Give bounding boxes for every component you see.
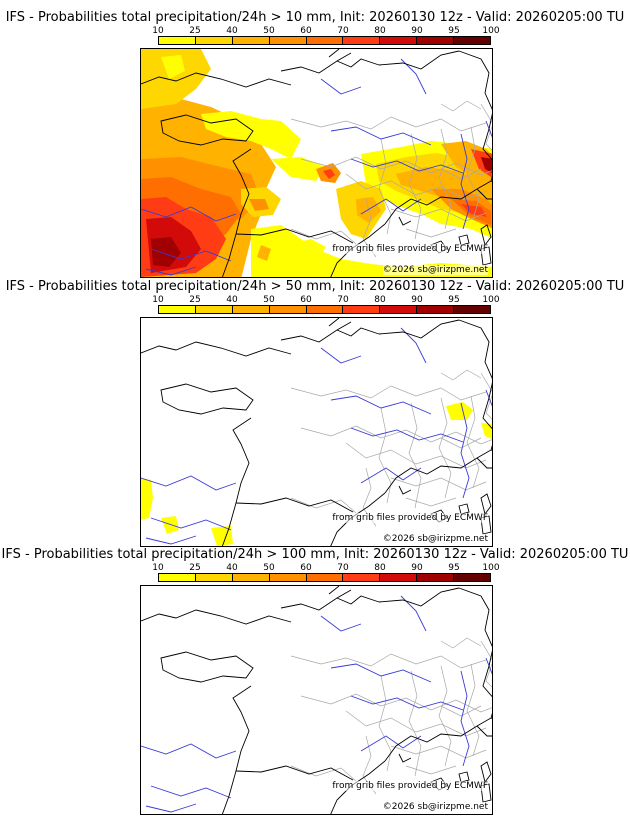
scale-swatch <box>417 574 455 581</box>
precip-probability-field <box>141 49 492 277</box>
scale-swatch <box>343 306 381 313</box>
scale-swatch <box>343 37 381 44</box>
scale-swatch <box>159 574 196 581</box>
scale-swatch <box>380 574 418 581</box>
scale-swatch <box>159 306 196 313</box>
scale-swatch <box>306 37 344 44</box>
scale-label: 95 <box>448 295 460 305</box>
scale-label: 70 <box>337 295 349 305</box>
scale-swatch <box>343 574 381 581</box>
scale-label: 40 <box>226 26 238 36</box>
color-scale-bar <box>158 36 491 45</box>
scale-label: 95 <box>448 26 460 36</box>
scale-swatch <box>269 306 307 313</box>
scale-label: 90 <box>411 563 423 573</box>
color-scale-bar <box>158 305 491 314</box>
scale-label: 60 <box>300 26 312 36</box>
scale-swatch <box>380 306 418 313</box>
scale-label: 95 <box>448 563 460 573</box>
scale-label: 70 <box>337 26 349 36</box>
scale-label: 70 <box>337 563 349 573</box>
copyright-credit: ©2026 sb@irizpme.net <box>382 534 488 544</box>
panel-title: IFS - Probabilities total precipitation/… <box>5 10 625 25</box>
scale-swatch <box>380 37 418 44</box>
scale-label: 25 <box>189 563 201 573</box>
scale-label: 100 <box>482 295 500 305</box>
scale-label: 60 <box>300 563 312 573</box>
scale-label: 80 <box>374 295 386 305</box>
scale-label: 10 <box>152 26 164 36</box>
probability-map: from grib files provided by ECMWF ©2026 … <box>140 585 493 815</box>
scale-swatch <box>306 306 344 313</box>
scale-labels: 10 25 40 50 60 70 80 90 95 100 <box>150 295 500 305</box>
scale-label: 90 <box>411 26 423 36</box>
source-credit: from grib files provided by ECMWF <box>332 244 488 254</box>
scale-swatch <box>232 306 270 313</box>
map-graphic <box>141 318 492 546</box>
color-scale-bar <box>158 573 491 582</box>
scale-label: 40 <box>226 563 238 573</box>
scale-label: 100 <box>482 563 500 573</box>
scale-labels: 10 25 40 50 60 70 80 90 95 100 <box>150 563 500 573</box>
scale-label: 10 <box>152 295 164 305</box>
scale-swatch <box>159 37 196 44</box>
scale-swatch <box>195 37 233 44</box>
scale-labels: 10 25 40 50 60 70 80 90 95 100 <box>150 26 500 36</box>
map-graphic <box>141 49 492 277</box>
scale-label: 50 <box>263 295 275 305</box>
scale-label: 60 <box>300 295 312 305</box>
panel-100mm: IFS - Probabilities total precipitation/… <box>0 547 630 817</box>
scale-swatch <box>195 306 233 313</box>
scale-swatch <box>306 574 344 581</box>
scale-swatch <box>232 37 270 44</box>
source-credit: from grib files provided by ECMWF <box>332 513 488 523</box>
probability-map: from grib files provided by ECMWF ©2026 … <box>140 317 493 547</box>
scale-swatch <box>195 574 233 581</box>
scale-label: 50 <box>263 26 275 36</box>
copyright-credit: ©2026 sb@irizpme.net <box>382 265 488 275</box>
scale-swatch <box>454 37 491 44</box>
scale-swatch <box>417 37 455 44</box>
scale-label: 80 <box>374 26 386 36</box>
panel-title: IFS - Probabilities total precipitation/… <box>5 279 625 294</box>
precip-probability-field <box>141 402 492 546</box>
scale-swatch <box>417 306 455 313</box>
copyright-credit: ©2026 sb@irizpme.net <box>382 802 488 812</box>
panel-50mm: IFS - Probabilities total precipitation/… <box>0 279 630 549</box>
scale-swatch <box>454 306 491 313</box>
scale-label: 25 <box>189 26 201 36</box>
scale-swatch <box>454 574 491 581</box>
scale-swatch <box>269 37 307 44</box>
scale-label: 25 <box>189 295 201 305</box>
scale-label: 90 <box>411 295 423 305</box>
panel-title: IFS - Probabilities total precipitation/… <box>1 547 629 562</box>
scale-label: 100 <box>482 26 500 36</box>
probability-map: from grib files provided by ECMWF ©2026 … <box>140 48 493 278</box>
source-credit: from grib files provided by ECMWF <box>332 781 488 791</box>
scale-label: 50 <box>263 563 275 573</box>
scale-label: 10 <box>152 563 164 573</box>
scale-label: 40 <box>226 295 238 305</box>
panel-10mm: IFS - Probabilities total precipitation/… <box>0 10 630 280</box>
scale-swatch <box>232 574 270 581</box>
scale-label: 80 <box>374 563 386 573</box>
scale-swatch <box>269 574 307 581</box>
